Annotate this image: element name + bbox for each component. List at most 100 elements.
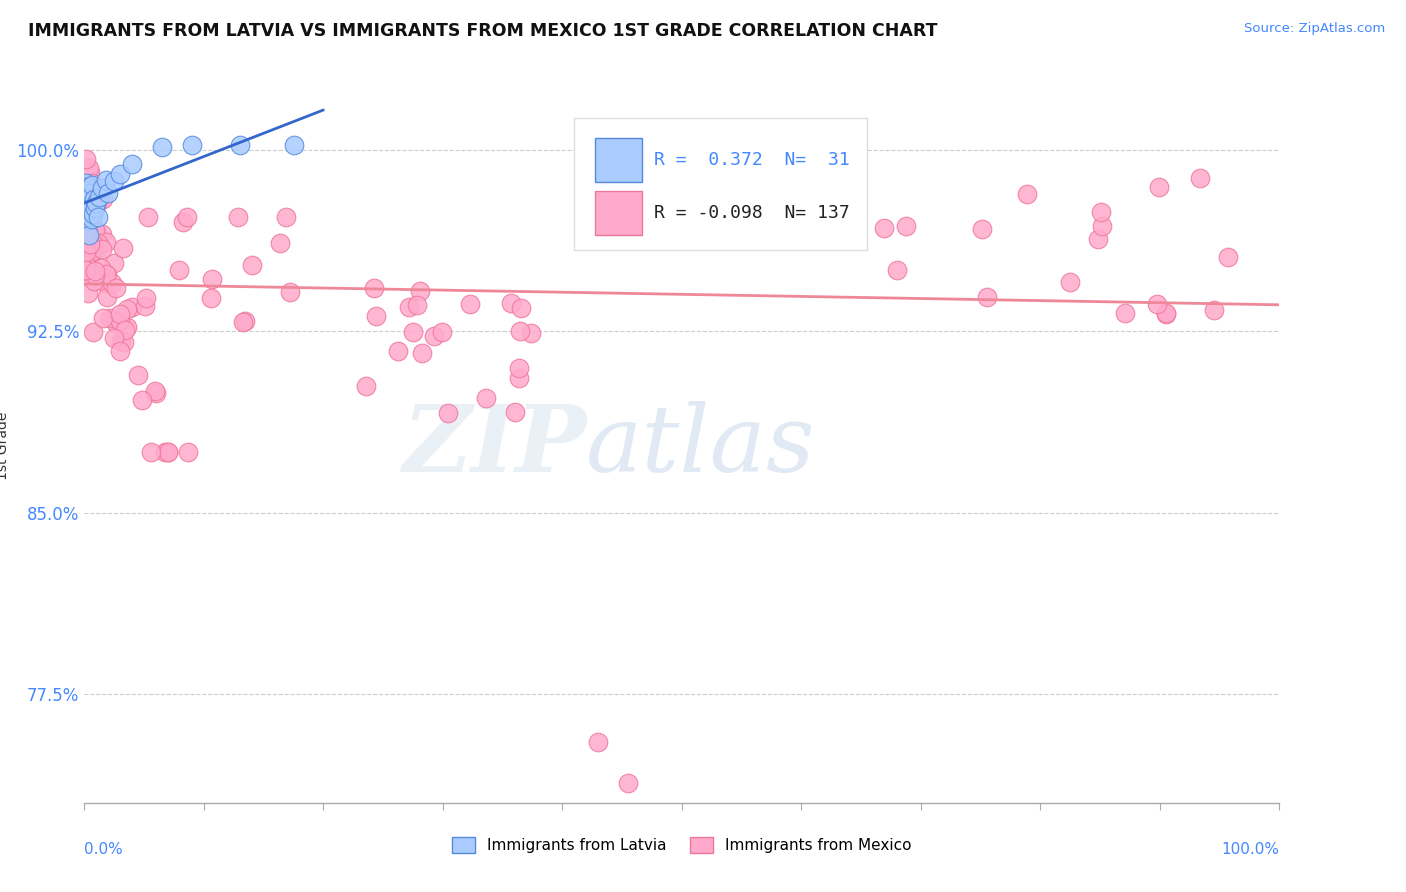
Point (181, 137, 204, 152)
Point (96, 268, 118, 283)
Point (79, 203, 101, 218)
Point (411, 346, 433, 360)
Point (115, 319, 138, 334)
Point (87, 194, 110, 208)
Point (80, 178, 103, 193)
Point (520, 326, 543, 340)
Text: R = -0.098  N= 137: R = -0.098 N= 137 (654, 204, 851, 222)
Point (75, 153, 97, 167)
Point (112, 241, 135, 255)
Point (145, 384, 167, 398)
Point (366, 309, 388, 323)
Point (200, 291, 222, 305)
Point (278, 285, 301, 300)
Point (77, 255, 100, 269)
Point (1154, 307, 1177, 321)
Point (87, 190, 110, 204)
Point (156, 445, 179, 459)
Point (90, 274, 112, 288)
Point (75, 263, 97, 277)
Text: ZIP: ZIP (402, 401, 586, 491)
Point (232, 315, 254, 329)
Point (508, 371, 530, 385)
Point (75, 208, 97, 222)
Point (82, 207, 104, 221)
Text: 100.0%: 100.0% (1222, 842, 1279, 857)
Point (91, 310, 114, 325)
Point (77, 189, 100, 203)
Point (226, 211, 249, 225)
Point (103, 174, 125, 188)
Point (1090, 205, 1112, 219)
Point (508, 361, 530, 376)
Point (1216, 250, 1239, 264)
Point (873, 220, 896, 235)
Point (75, 244, 97, 259)
Point (274, 211, 297, 225)
Point (82, 244, 104, 258)
Point (75, 194, 97, 209)
Point (77, 209, 100, 223)
Point (354, 379, 377, 393)
Point (87, 235, 110, 250)
Point (145, 386, 167, 401)
Point (886, 262, 908, 277)
Point (896, 219, 918, 234)
Point (121, 300, 143, 314)
Point (75, 176, 97, 190)
Point (1147, 179, 1170, 194)
Point (76, 263, 98, 277)
Point (79, 249, 101, 263)
Point (387, 344, 409, 359)
Point (77, 259, 100, 273)
Point (75, 194, 97, 208)
Point (103, 256, 125, 270)
Point (82, 325, 104, 339)
Legend: Immigrants from Latvia, Immigrants from Mexico: Immigrants from Latvia, Immigrants from … (446, 831, 918, 859)
Point (77, 219, 100, 233)
Point (91, 192, 114, 206)
Point (430, 325, 453, 339)
Point (76, 204, 98, 219)
Point (363, 281, 385, 295)
Point (509, 301, 531, 316)
Point (201, 272, 224, 286)
Point (110, 334, 132, 348)
Point (77, 211, 100, 226)
Point (83, 192, 105, 206)
Point (84, 197, 107, 211)
Point (503, 405, 526, 419)
Point (96, 276, 118, 290)
Point (1114, 306, 1136, 320)
Point (141, 445, 163, 459)
Point (96, 272, 118, 286)
Point (176, 211, 198, 225)
Point (976, 290, 998, 304)
Point (77, 194, 100, 208)
Y-axis label: 1st Grade: 1st Grade (0, 412, 10, 480)
Point (84, 201, 107, 215)
Point (501, 295, 523, 310)
Point (101, 276, 124, 290)
Point (76, 224, 98, 238)
Point (402, 325, 425, 339)
Point (409, 284, 432, 298)
Point (135, 291, 157, 305)
Point (84, 264, 107, 278)
Point (283, 137, 305, 152)
Point (405, 298, 427, 312)
Point (229, 137, 252, 152)
Point (91, 181, 114, 195)
Text: atlas: atlas (586, 401, 815, 491)
Point (240, 258, 263, 272)
Point (94, 172, 117, 186)
Point (77, 193, 100, 207)
Point (79, 164, 101, 178)
Text: R =  0.372  N=  31: R = 0.372 N= 31 (654, 151, 851, 169)
Point (1202, 303, 1225, 318)
Point (84, 223, 107, 237)
Point (76, 180, 98, 194)
Point (475, 391, 498, 405)
Point (76, 212, 98, 227)
Point (1017, 187, 1039, 202)
